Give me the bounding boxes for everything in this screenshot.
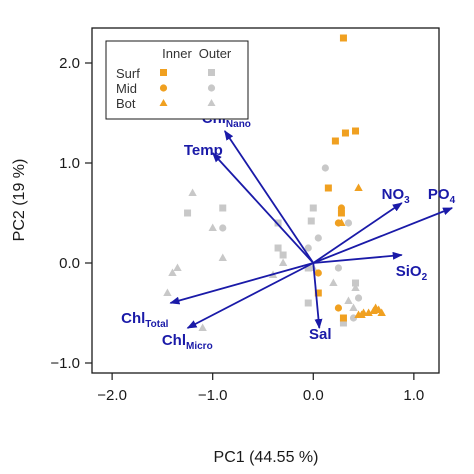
plot-frame: [91, 27, 440, 374]
point-outer-bot: [188, 188, 197, 196]
legend-label-bot: Bot: [116, 96, 136, 111]
y-axis-title: PC2 (19 %): [11, 159, 28, 242]
vector-label-po4: PO4: [428, 186, 456, 206]
point-inner-surf: [341, 129, 349, 137]
point-outer-bot: [208, 223, 217, 231]
x-tick-label: 0.0: [303, 387, 324, 404]
y-tick-label: −1.0: [50, 355, 80, 372]
point-outer-mid: [321, 164, 329, 172]
point-outer-bot: [163, 288, 172, 296]
point-inner-surf: [331, 137, 339, 145]
point-outer-surf: [304, 299, 312, 307]
legend-inner-bot-triangle: [159, 99, 168, 106]
point-inner-bot: [337, 218, 346, 226]
point-inner-surf: [314, 289, 322, 297]
legend-outer-bot-triangle: [207, 99, 216, 106]
point-inner-surf: [339, 34, 347, 42]
point-inner-surf: [339, 314, 347, 322]
point-inner-bot: [354, 310, 363, 318]
loading-vector-labels: ChlNanoTempNO3PO4SiO2SalChlTotalChlMicro: [121, 110, 456, 352]
point-outer-surf: [184, 209, 192, 217]
point-outer-bot: [344, 296, 353, 304]
vector-label-sal: Sal: [309, 326, 332, 343]
point-inner-mid: [314, 269, 322, 277]
point-outer-surf: [219, 204, 227, 212]
point-outer-bot: [351, 283, 360, 291]
point-outer-mid: [349, 314, 358, 322]
legend: Inner Outer Surf Mid Bot: [105, 40, 249, 120]
point-outer-mid: [314, 234, 322, 242]
vector-no3: [312, 202, 403, 264]
point-inner-surf: [352, 127, 360, 135]
point-outer-surf: [339, 319, 347, 327]
point-outer-bot: [278, 258, 288, 266]
legend-outer-mid-circle: [207, 84, 216, 92]
x-axis-title: PC1 (44.55 %): [214, 449, 319, 466]
vector-label-chlmicro: ChlMicro: [162, 332, 213, 352]
x-tick-label: 1.0: [403, 387, 424, 404]
y-axis: −1.0 0.0 1.0 2.0: [50, 55, 92, 372]
legend-header-outer: Outer: [199, 46, 232, 61]
x-axis: −2.0 −1.0 0.0 1.0: [97, 373, 424, 404]
point-inner-bot: [377, 308, 386, 316]
legend-inner-mid-circle: [159, 84, 168, 92]
vector-label-no3: NO3: [382, 186, 411, 206]
point-outer-surf: [279, 251, 287, 259]
point-outer-surf: [352, 279, 360, 287]
point-outer-mid: [304, 244, 312, 252]
vector-chlmicro: [186, 262, 314, 329]
point-outer-bot: [218, 253, 227, 261]
data-points: [163, 34, 386, 331]
vector-temp: [212, 152, 314, 264]
point-outer-bot: [198, 323, 207, 331]
vector-label-temp: Temp: [184, 142, 223, 159]
point-outer-mid: [354, 294, 363, 302]
y-tick-label: 0.0: [59, 255, 80, 272]
x-tick-label: −1.0: [198, 387, 228, 404]
y-tick-label: 1.0: [59, 155, 80, 172]
point-outer-surf: [274, 244, 282, 252]
y-tick-label: 2.0: [59, 55, 80, 72]
point-inner-mid: [334, 304, 343, 312]
vector-chltotal: [169, 262, 314, 305]
point-inner-bot: [354, 183, 363, 191]
point-outer-bot: [168, 268, 177, 276]
loading-vectors: [169, 130, 454, 329]
vector-label-sio2: SiO2: [396, 263, 428, 283]
point-outer-mid: [344, 219, 353, 227]
point-outer-bot: [349, 303, 358, 311]
point-inner-surf: [324, 184, 332, 192]
legend-header-inner: Inner: [162, 46, 192, 61]
legend-label-surf: Surf: [116, 66, 140, 81]
point-outer-mid: [334, 264, 343, 272]
point-outer-surf: [309, 204, 317, 212]
point-inner-mid: [337, 204, 346, 212]
legend-inner-surf-square: [160, 69, 167, 76]
point-outer-surf: [274, 219, 282, 227]
point-outer-surf: [304, 264, 312, 272]
point-outer-bot: [329, 278, 338, 286]
vector-po4: [312, 207, 454, 264]
vector-sio2: [313, 251, 403, 264]
legend-outer-surf-square: [208, 69, 215, 76]
point-inner-surf: [337, 209, 345, 217]
point-outer-mid: [219, 224, 227, 232]
vector-chlnano: [224, 130, 315, 264]
point-outer-surf: [307, 217, 315, 225]
vector-label-chltotal: ChlTotal: [121, 310, 169, 330]
legend-label-mid: Mid: [116, 81, 137, 96]
x-tick-label: −2.0: [97, 387, 127, 404]
legend-box: [105, 40, 249, 120]
vector-sal: [312, 262, 323, 329]
point-outer-bot: [173, 263, 182, 271]
